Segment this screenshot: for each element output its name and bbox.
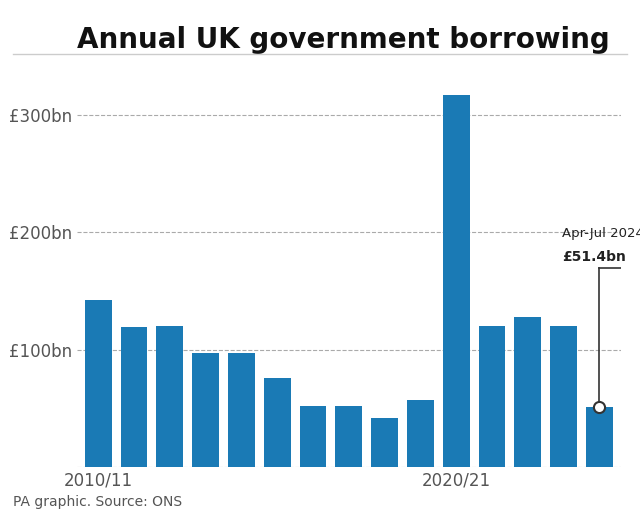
Bar <box>335 406 362 467</box>
Bar <box>407 400 434 467</box>
Bar <box>156 326 183 467</box>
Bar <box>264 378 291 467</box>
Text: PA graphic. Source: ONS: PA graphic. Source: ONS <box>13 495 182 509</box>
Bar <box>192 353 219 467</box>
Bar <box>228 353 255 467</box>
Bar <box>550 326 577 467</box>
Bar <box>515 317 541 467</box>
Text: £51.4bn: £51.4bn <box>562 250 626 264</box>
Bar <box>371 418 398 467</box>
Text: Apr-Jul 2024: Apr-Jul 2024 <box>562 227 640 240</box>
Bar <box>300 406 326 467</box>
Bar <box>443 95 470 467</box>
Bar <box>121 327 147 467</box>
Bar <box>586 407 612 467</box>
Bar <box>479 326 506 467</box>
Text: Annual UK government borrowing: Annual UK government borrowing <box>77 26 609 54</box>
Bar <box>85 301 112 467</box>
